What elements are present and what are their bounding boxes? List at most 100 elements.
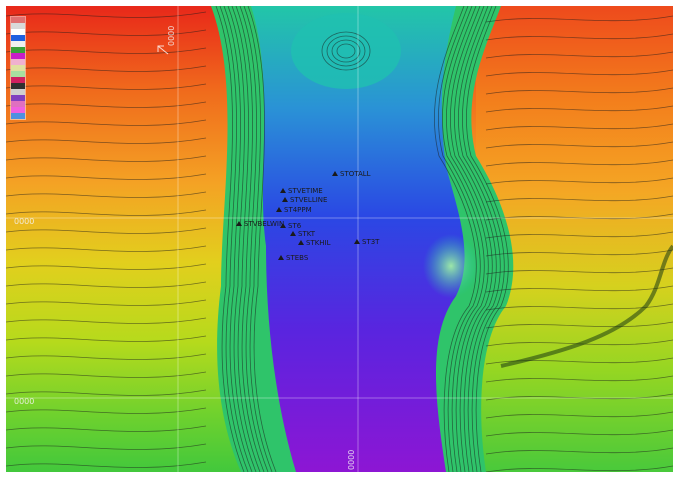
contour-line — [331, 39, 361, 63]
contour-line — [445, 6, 489, 472]
contour-line — [6, 173, 207, 180]
site-marker[interactable]: STKHIL — [298, 239, 331, 247]
contour-line — [485, 231, 673, 239]
legend-swatch — [11, 77, 25, 83]
triangle-icon — [298, 240, 304, 245]
contour-line — [485, 447, 673, 455]
contour-line — [239, 6, 269, 472]
contour-line — [6, 155, 207, 162]
contour-line — [485, 177, 673, 185]
legend-swatch — [11, 41, 25, 47]
contour-line — [6, 371, 207, 378]
contour-line — [6, 299, 207, 306]
site-marker[interactable]: STOTALL — [332, 170, 371, 178]
bathymetry-map[interactable]: 0000 0000 0000 0000 STOTALL STVETIME STV… — [6, 6, 673, 472]
triangle-icon — [290, 231, 296, 236]
site-marker[interactable]: ST4PPM — [276, 206, 312, 214]
triangle-icon — [354, 239, 360, 244]
contour-line — [485, 105, 673, 113]
contour-line — [485, 429, 673, 437]
legend-swatch — [11, 47, 25, 53]
site-marker[interactable]: STVETIME — [280, 187, 323, 195]
contour-line — [6, 425, 207, 432]
contour-line — [6, 443, 207, 450]
triangle-icon — [282, 197, 288, 202]
legend-swatch — [11, 83, 25, 89]
legend-swatch — [11, 35, 25, 41]
grid-label: 0000 — [347, 450, 356, 470]
contour-line — [6, 47, 207, 54]
contour-lines — [6, 6, 673, 472]
contour-line — [231, 6, 261, 472]
contour-line — [485, 357, 673, 365]
contour-line — [6, 263, 207, 270]
contour-line — [6, 317, 207, 324]
site-label: STVELLINE — [290, 196, 327, 204]
legend-swatch — [11, 101, 25, 107]
triangle-icon — [236, 221, 242, 226]
contour-line — [485, 195, 673, 203]
site-label: STVETIME — [288, 187, 323, 195]
legend-swatch — [11, 29, 25, 35]
contour-line — [457, 6, 501, 472]
contour-line — [465, 6, 509, 472]
triangle-icon — [280, 223, 286, 228]
site-markers: STOTALL STVETIME STVELLINE ST4PPM STVBEL… — [236, 170, 380, 262]
legend-swatch — [11, 65, 25, 71]
legend-swatch — [11, 59, 25, 65]
seamount — [291, 13, 401, 89]
triangle-icon — [276, 207, 282, 212]
contour-line — [6, 245, 207, 252]
triangle-icon — [278, 255, 284, 260]
site-marker[interactable]: STVBELWIN — [236, 220, 284, 228]
site-label: STEBS — [286, 254, 309, 262]
contour-line — [223, 6, 253, 472]
site-marker[interactable]: STVELLINE — [282, 196, 327, 204]
contour-line — [6, 11, 207, 18]
contour-line — [485, 15, 673, 23]
legend-swatch — [11, 89, 25, 95]
contour-line — [6, 335, 207, 342]
contour-line — [441, 6, 485, 472]
contour-line — [6, 191, 207, 198]
site-label: STKT — [298, 230, 316, 238]
site-label: STOTALL — [340, 170, 371, 178]
contour-line — [215, 6, 245, 472]
contour-line — [227, 6, 257, 472]
site-marker[interactable]: ST3T — [354, 238, 380, 246]
triangle-icon — [280, 188, 286, 193]
contour-line — [6, 101, 207, 108]
contour-line — [453, 6, 497, 472]
contour-line — [326, 35, 366, 67]
contour-line — [485, 465, 673, 472]
site-label: ST4PPM — [284, 206, 312, 214]
contour-line — [6, 137, 207, 144]
site-label: STKHIL — [306, 239, 331, 247]
contour-line — [485, 87, 673, 95]
contour-line — [485, 51, 673, 59]
contour-line — [437, 6, 481, 472]
contour-line — [485, 213, 673, 221]
site-marker[interactable]: ST6 — [280, 222, 302, 230]
contour-line — [485, 411, 673, 419]
legend-swatch — [11, 53, 25, 59]
ridge-line — [500, 244, 673, 368]
contour-line — [6, 29, 207, 36]
legend-swatch — [11, 23, 25, 29]
contour-line — [321, 31, 371, 71]
contour-line — [485, 375, 673, 383]
contour-line — [243, 6, 273, 472]
contour-line — [6, 65, 207, 72]
contour-line — [6, 209, 207, 216]
grid-label: 0000 — [14, 217, 34, 226]
contour-line — [219, 6, 249, 472]
site-marker[interactable]: STKT — [290, 230, 316, 238]
site-marker[interactable]: STEBS — [278, 254, 309, 262]
contour-line — [6, 353, 207, 360]
contour-line — [485, 321, 673, 329]
legend-swatch — [11, 71, 25, 77]
grid-label: 0000 — [167, 26, 176, 46]
triangle-icon — [332, 171, 338, 176]
contour-line — [6, 119, 207, 126]
